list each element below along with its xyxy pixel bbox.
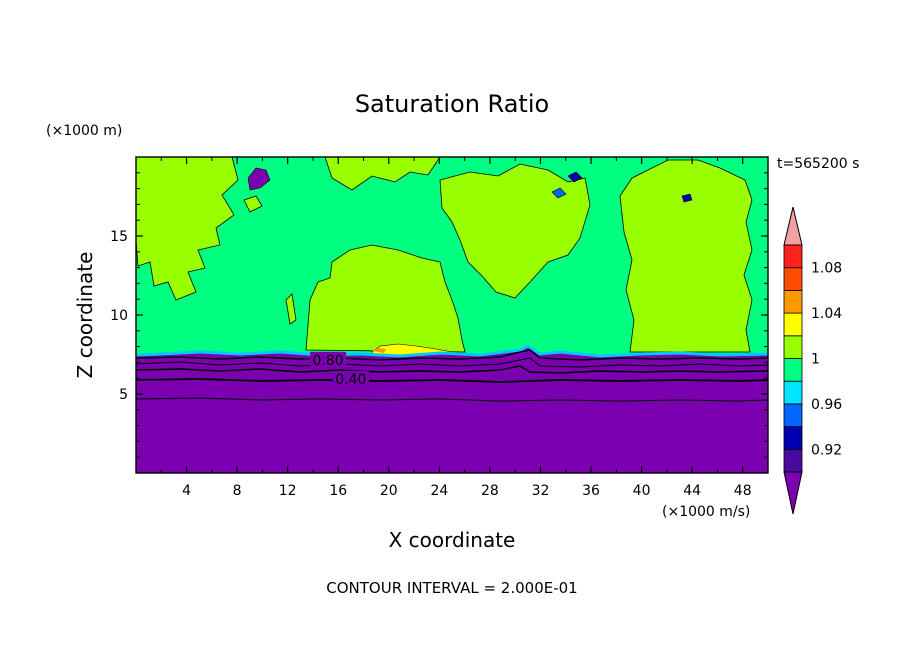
colorbar-label: 1.04 [811,306,842,322]
colorbar-over-triangle [783,206,803,246]
colorbar-band [783,426,803,450]
x-tick-label: 32 [532,483,550,499]
colorbar-band [783,289,803,314]
x-tick-label: 48 [734,483,752,499]
colorbar: 0.92 0.96 1 1.04 1.08 [783,206,842,515]
contour-label-bg [310,351,347,366]
y-tick-label: 5 [119,387,128,403]
x-tick-label: 24 [430,483,448,499]
time-label: t=565200 s [777,156,859,172]
x-axis: 4 8 12 16 20 24 28 32 36 40 44 48 [160,157,752,499]
colorbar-band [783,380,803,405]
x-axis-label: X coordinate [389,528,516,552]
y-axis: 5 10 15 [110,172,768,458]
chart-title: Saturation Ratio [355,90,549,118]
colorbar-label: 1 [811,352,820,368]
colorbar-label: 0.92 [811,442,842,458]
field-supersat-regions [136,157,753,353]
contour-label-bg [332,370,369,385]
colorbar-band [783,358,803,382]
x-tick-label: 8 [233,483,242,499]
contour-interval-footer: CONTOUR INTERVAL = 2.000E-01 [326,579,577,597]
y-unit-label: (×1000 m) [46,123,122,139]
contour-label: 0.80 [313,353,344,369]
field-highest-supersat [372,348,386,353]
field-transition-band [136,344,768,358]
y-tick-label: 15 [110,229,128,245]
contour-label: 0.40 [335,372,366,388]
x-tick-label: 40 [633,483,651,499]
colorbar-band [783,448,803,473]
colorbar-label: 1.08 [811,261,842,277]
colorbar-band [783,267,803,291]
contour-lines [136,349,768,402]
colorbar-band [783,312,803,337]
y-axis-label: Z coordinate [73,252,97,379]
field-lower-layer [136,346,768,473]
x-tick-label: 44 [683,483,701,499]
colorbar-band [783,403,803,427]
x-tick-label: 36 [582,483,600,499]
colorbar-band [783,244,803,269]
x-tick-label: 12 [279,483,297,499]
y-tick-label: 10 [110,308,128,324]
x-tick-label: 28 [481,483,499,499]
colorbar-band [783,335,803,359]
colorbar-label: 0.96 [811,397,842,413]
plot-area [136,157,768,473]
x-tick-label: 16 [329,483,347,499]
field-small-patches [247,167,693,203]
colorbar-under-triangle [783,471,803,515]
x-unit-label: (×1000 m/s) [662,504,750,520]
contour-labels: 0.80 0.40 [310,351,369,388]
x-tick-label: 4 [182,483,191,499]
x-tick-label: 20 [380,483,398,499]
